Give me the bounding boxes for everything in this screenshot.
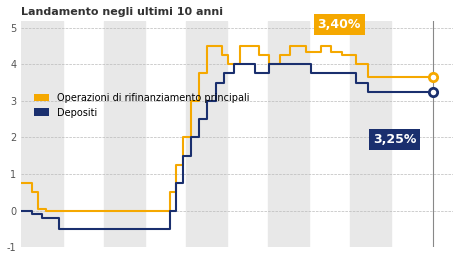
Bar <box>103 21 145 247</box>
Bar <box>268 21 308 247</box>
Bar <box>185 21 226 247</box>
Legend: Operazioni di rifinanziamento principali, Depositi: Operazioni di rifinanziamento principali… <box>31 89 253 121</box>
Text: 3,25%: 3,25% <box>372 133 415 146</box>
Text: Landamento negli ultimi 10 anni: Landamento negli ultimi 10 anni <box>22 7 223 17</box>
Bar <box>22 21 62 247</box>
Text: 3,40%: 3,40% <box>317 18 360 31</box>
Bar <box>349 21 391 247</box>
